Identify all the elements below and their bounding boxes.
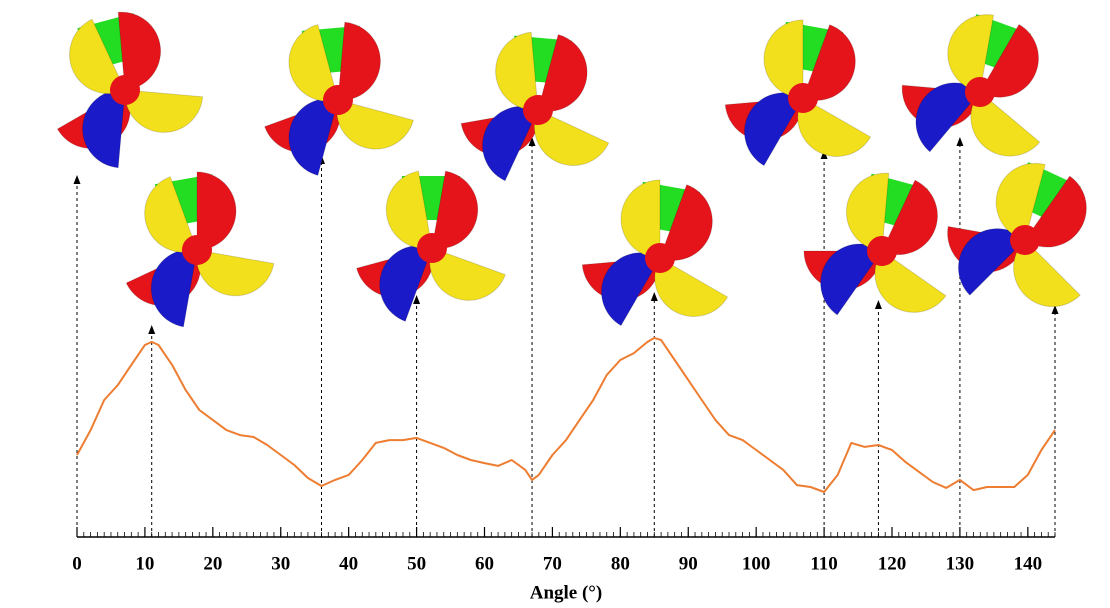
marker-arrowhead [413, 295, 421, 304]
propeller-hub [110, 75, 140, 105]
propeller-hub [645, 243, 675, 273]
propeller-blade [336, 99, 414, 150]
marker-arrowhead [148, 325, 156, 334]
propeller-blade [117, 11, 162, 91]
marker-arrowhead [820, 150, 828, 159]
propeller-hub [1010, 225, 1040, 255]
marker-arrowhead [650, 292, 658, 301]
data-line [76, 336, 1056, 493]
propeller-blade [979, 23, 1039, 98]
propeller [125, 171, 275, 328]
marker-arrowhead [528, 137, 536, 146]
propeller [581, 179, 729, 327]
marker-arrowhead [874, 300, 882, 309]
propeller-hub [182, 235, 212, 265]
x-tick-label: 90 [679, 553, 698, 574]
propeller [901, 14, 1041, 157]
propeller-blade [659, 184, 713, 261]
propeller-blade [970, 91, 1041, 157]
propeller-blade [620, 179, 661, 259]
propeller-hub [867, 236, 897, 266]
propeller [56, 11, 204, 169]
propeller-blade [763, 19, 804, 99]
propeller-blade [845, 172, 890, 252]
propeller-hub [417, 233, 447, 263]
propeller [264, 21, 414, 176]
propeller-blade [429, 247, 506, 301]
x-tick-label: 20 [203, 553, 222, 574]
x-tick-label: 30 [271, 553, 290, 574]
propeller-hub [523, 95, 553, 125]
propeller-blade [144, 176, 198, 253]
propeller-blade [196, 171, 237, 251]
propeller [803, 172, 947, 316]
propeller-blade [124, 89, 204, 133]
x-tick-label: 40 [339, 553, 358, 574]
marker-arrowhead [73, 175, 81, 184]
x-tick-label: 10 [135, 553, 154, 574]
propeller-blade [1024, 175, 1087, 248]
x-tick-label: 100 [742, 553, 771, 574]
propeller-blade [995, 162, 1046, 241]
propeller-blade [337, 21, 381, 101]
x-tick-label: 140 [1014, 553, 1043, 574]
propeller-blade [1013, 239, 1081, 308]
propeller-blade [533, 109, 610, 166]
x-tick-label: 120 [878, 553, 907, 574]
propeller-blade [195, 249, 275, 297]
propeller-blade [385, 170, 433, 250]
propeller-hub [323, 85, 353, 115]
propeller-blade [881, 179, 938, 256]
propeller [356, 170, 506, 322]
propeller [724, 19, 872, 167]
propeller-hub [965, 77, 995, 107]
propeller-blade [431, 170, 479, 250]
marker-arrowhead [956, 137, 964, 146]
propeller-hub [788, 83, 818, 113]
propeller-blade [874, 250, 947, 313]
x-tick-label: 130 [946, 553, 975, 574]
propeller-blade [797, 97, 872, 157]
propeller-blade [947, 14, 995, 93]
x-tick-label: 80 [611, 553, 630, 574]
x-tick-label: 0 [72, 553, 82, 574]
propeller-blade [654, 257, 729, 317]
x-tick-label: 110 [810, 553, 837, 574]
x-tick-label: 50 [407, 553, 426, 574]
propeller-blade [495, 31, 539, 111]
x-axis-title: Angle (°) [530, 582, 603, 603]
propeller [947, 162, 1087, 308]
propeller-blade [69, 18, 126, 95]
x-tick-label: 70 [543, 553, 562, 574]
x-tick-label: 60 [475, 553, 494, 574]
propeller-blade [537, 34, 588, 112]
propeller-blade [802, 24, 856, 101]
marker-arrowhead [1051, 305, 1059, 314]
propeller [460, 31, 610, 182]
propeller-blade [288, 24, 339, 102]
